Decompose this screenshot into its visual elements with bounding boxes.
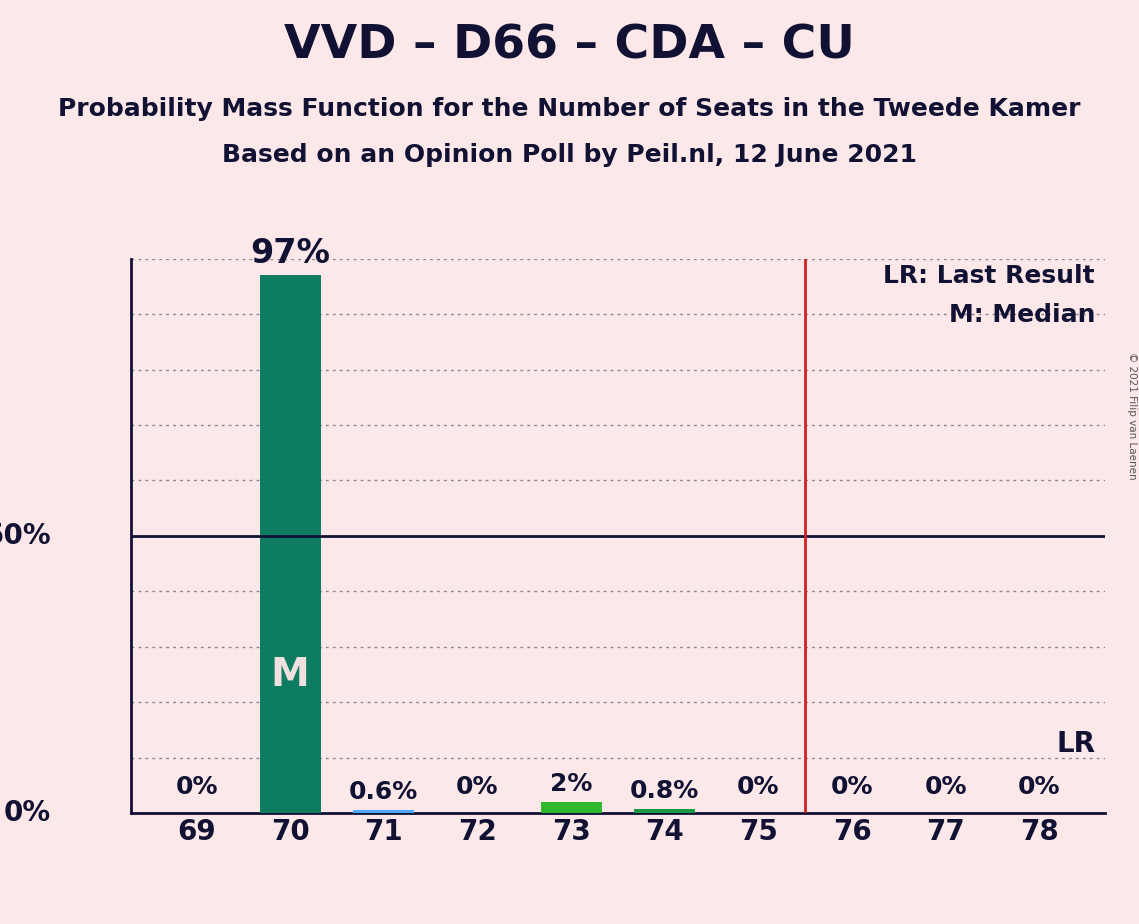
Text: 50%: 50% <box>0 522 51 550</box>
Text: 0%: 0% <box>457 775 499 799</box>
Bar <box>353 809 415 813</box>
Text: Based on an Opinion Poll by Peil.nl, 12 June 2021: Based on an Opinion Poll by Peil.nl, 12 … <box>222 143 917 167</box>
Bar <box>260 275 320 813</box>
Text: 0%: 0% <box>1018 775 1060 799</box>
Text: M: M <box>271 655 310 694</box>
Text: 0%: 0% <box>925 775 967 799</box>
Text: LR: Last Result: LR: Last Result <box>884 264 1095 288</box>
Text: VVD – D66 – CDA – CU: VVD – D66 – CDA – CU <box>284 23 855 68</box>
Text: 97%: 97% <box>251 237 330 270</box>
Text: LR: LR <box>1056 730 1095 758</box>
Text: 0.8%: 0.8% <box>630 779 699 803</box>
Text: 0.6%: 0.6% <box>350 780 418 804</box>
Text: 2%: 2% <box>550 772 592 796</box>
Text: 0%: 0% <box>5 799 51 827</box>
Text: 0%: 0% <box>830 775 874 799</box>
Bar <box>634 808 695 813</box>
Bar <box>541 802 601 813</box>
Text: © 2021 Filip van Laenen: © 2021 Filip van Laenen <box>1126 352 1137 480</box>
Text: M: Median: M: Median <box>949 303 1095 327</box>
Text: 0%: 0% <box>737 775 779 799</box>
Text: Probability Mass Function for the Number of Seats in the Tweede Kamer: Probability Mass Function for the Number… <box>58 97 1081 121</box>
Text: 0%: 0% <box>175 775 218 799</box>
